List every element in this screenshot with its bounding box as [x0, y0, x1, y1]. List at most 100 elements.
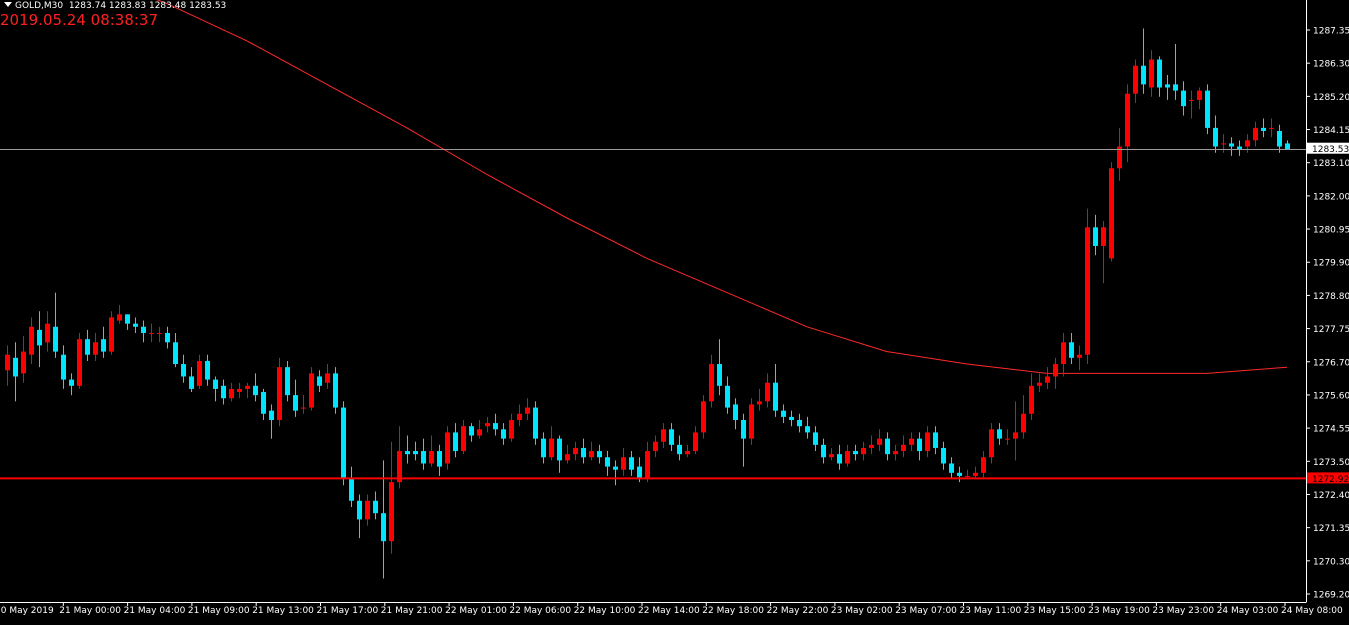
moving-average-line — [156, 0, 1288, 374]
candle — [501, 423, 506, 445]
candle-body — [141, 326, 146, 333]
x-tick-label: 23 May 23:00 — [1152, 606, 1214, 616]
x-tick-label: 21 May 09:00 — [188, 606, 250, 616]
candle-body — [789, 416, 794, 420]
candle — [853, 444, 858, 461]
candle-body — [573, 447, 578, 455]
candle-body — [861, 447, 866, 455]
candle-body — [1197, 90, 1202, 100]
candle — [941, 441, 946, 470]
candle-body — [1141, 65, 1146, 85]
candle-body — [877, 438, 882, 445]
candle — [797, 413, 802, 433]
candle-body — [197, 360, 202, 386]
candle-body — [925, 432, 930, 452]
candle — [869, 435, 874, 455]
candle-body — [133, 323, 138, 327]
candle — [253, 373, 258, 402]
candle-body — [1149, 59, 1154, 88]
candle — [341, 401, 346, 486]
candle — [845, 444, 850, 467]
candle — [741, 413, 746, 467]
candle — [917, 432, 922, 461]
candle-body — [1101, 227, 1106, 246]
candle-body — [1173, 84, 1178, 91]
candle-body — [269, 410, 274, 420]
dropdown-triangle-icon[interactable] — [4, 2, 12, 7]
candle-body — [149, 332, 154, 334]
candle — [133, 317, 138, 333]
candle — [781, 404, 786, 424]
x-tick-label: 23 May 07:00 — [895, 606, 957, 616]
candle — [533, 401, 538, 445]
candle-body — [1157, 59, 1162, 88]
candle — [157, 326, 162, 343]
candle — [1181, 81, 1186, 116]
candle-body — [933, 432, 938, 448]
candle-body — [701, 401, 706, 433]
candle-body — [685, 451, 690, 455]
candle — [69, 373, 74, 396]
candle-body — [165, 332, 170, 343]
candle — [517, 404, 522, 427]
candle — [221, 379, 226, 405]
candle-body — [565, 454, 570, 461]
candle-body — [189, 376, 194, 389]
candle-body — [53, 326, 58, 352]
chart-header: GOLD,M30 1283.74 1283.83 1283.48 1283.53 — [4, 1, 226, 11]
candle — [85, 329, 90, 361]
y-tick-label: 1286.30 — [1313, 60, 1349, 70]
candle-body — [77, 339, 82, 386]
candle-body — [901, 444, 906, 452]
candle — [1045, 367, 1050, 389]
candle-body — [1061, 342, 1066, 365]
candle — [229, 382, 234, 402]
y-tick-label: 1283.10 — [1313, 159, 1349, 169]
candle-body — [869, 444, 874, 448]
candle-body — [517, 413, 522, 420]
candle-body — [949, 463, 954, 473]
candle — [613, 460, 618, 486]
x-tick-label: 23 May 15:00 — [1024, 606, 1086, 616]
candle — [1117, 127, 1122, 181]
candle — [1061, 332, 1066, 377]
candle-body — [85, 339, 90, 355]
candle-body — [597, 451, 602, 458]
candle — [421, 438, 426, 470]
candle-body — [357, 500, 362, 520]
candle — [29, 317, 34, 365]
candle — [45, 311, 50, 352]
candle-body — [349, 479, 354, 501]
candle-body — [973, 472, 978, 476]
candle — [13, 342, 18, 402]
candle — [413, 441, 418, 461]
candle-body — [381, 513, 386, 542]
candle — [453, 423, 458, 458]
candle-body — [1109, 168, 1114, 259]
candle-body — [829, 454, 834, 458]
candle-body — [629, 457, 634, 470]
candle-body — [909, 438, 914, 445]
candle — [709, 354, 714, 408]
candle-body — [101, 339, 106, 352]
candle — [733, 398, 738, 430]
candle — [317, 370, 322, 393]
candle-body — [1277, 130, 1282, 147]
candle — [109, 311, 114, 355]
candle — [1149, 50, 1154, 97]
candle — [949, 457, 954, 480]
candle — [485, 416, 490, 433]
candle-body — [501, 429, 506, 439]
candle-body — [845, 451, 850, 464]
candle — [189, 367, 194, 393]
candle — [901, 435, 906, 458]
candle — [37, 311, 42, 368]
candle — [805, 416, 810, 439]
candle-body — [1165, 84, 1170, 88]
candle — [101, 326, 106, 358]
candle-body — [1285, 143, 1290, 150]
candle-body — [805, 426, 810, 433]
candle-body — [533, 407, 538, 439]
